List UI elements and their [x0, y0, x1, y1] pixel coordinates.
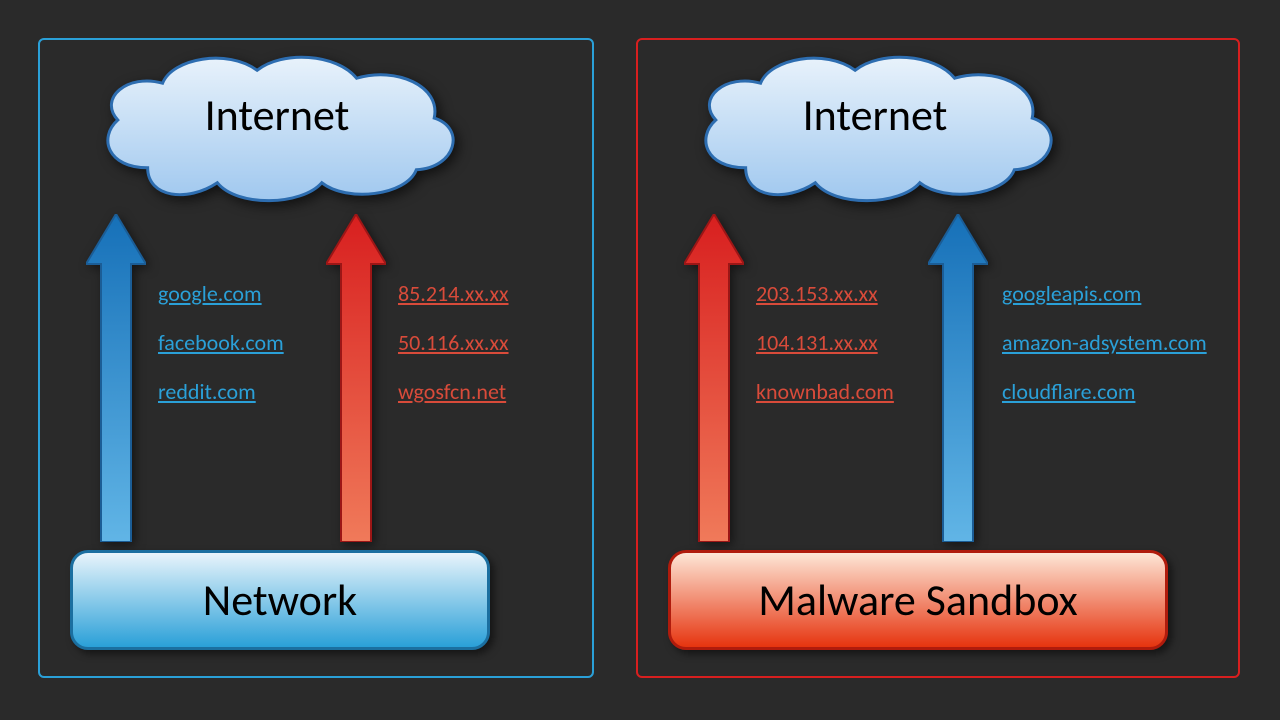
right-cloud: Internet — [676, 48, 1074, 208]
right-blue-arrow — [928, 214, 988, 542]
left-blue-arrow — [86, 214, 146, 542]
malware-sandbox-box-label: Malware Sandbox — [758, 573, 1077, 627]
right-red-link-list: 203.153.xx.xx 104.131.xx.xx knownbad.com — [756, 280, 894, 405]
link-item[interactable]: 203.153.xx.xx — [756, 280, 894, 307]
link-item[interactable]: reddit.com — [158, 378, 284, 405]
link-item[interactable]: cloudflare.com — [1002, 378, 1207, 405]
link-item[interactable]: knownbad.com — [756, 378, 894, 405]
right-cloud-label: Internet — [676, 88, 1074, 142]
link-item[interactable]: amazon-adsystem.com — [1002, 329, 1207, 356]
network-box: Network — [70, 550, 490, 650]
right-blue-link-list: googleapis.com amazon-adsystem.com cloud… — [1002, 280, 1207, 405]
left-cloud: Internet — [78, 48, 476, 208]
network-box-label: Network — [203, 573, 357, 627]
link-item[interactable]: google.com — [158, 280, 284, 307]
link-item[interactable]: wgosfcn.net — [398, 378, 509, 405]
left-red-link-list: 85.214.xx.xx 50.116.xx.xx wgosfcn.net — [398, 280, 509, 405]
left-cloud-label: Internet — [78, 88, 476, 142]
link-item[interactable]: 104.131.xx.xx — [756, 329, 894, 356]
left-red-arrow — [326, 214, 386, 542]
diagram-stage: Internet google.com facebook.com reddit.… — [0, 0, 1280, 720]
left-blue-link-list: google.com facebook.com reddit.com — [158, 280, 284, 405]
link-item[interactable]: 85.214.xx.xx — [398, 280, 509, 307]
link-item[interactable]: googleapis.com — [1002, 280, 1207, 307]
link-item[interactable]: facebook.com — [158, 329, 284, 356]
link-item[interactable]: 50.116.xx.xx — [398, 329, 509, 356]
right-red-arrow — [684, 214, 744, 542]
malware-sandbox-box: Malware Sandbox — [668, 550, 1168, 650]
